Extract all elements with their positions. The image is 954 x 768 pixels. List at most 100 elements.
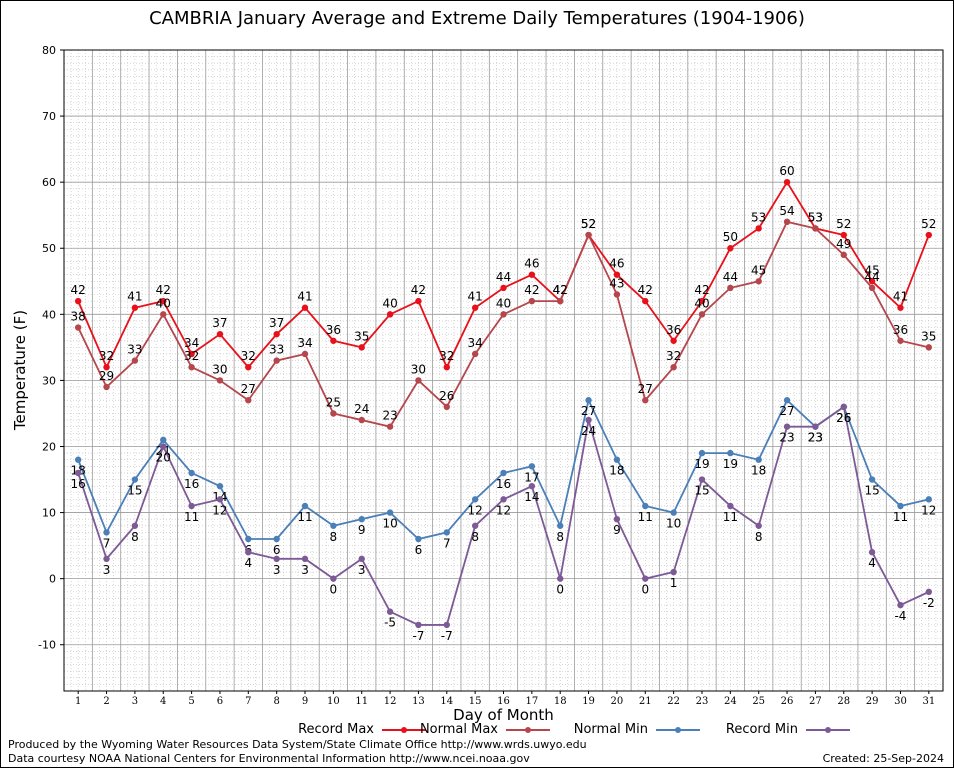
y-tick-label: 60 <box>42 176 56 189</box>
data-label-normal-max: 44 <box>864 270 879 284</box>
data-label-record-max: 37 <box>269 316 284 330</box>
data-label-record-max: 53 <box>808 210 823 224</box>
data-label-record-min: 26 <box>836 411 851 425</box>
footer-created: Created: 25-Sep-2024 <box>822 752 944 765</box>
data-label-record-max: 45 <box>864 263 879 277</box>
y-tick-label: 10 <box>42 507 56 520</box>
data-point-record-max <box>868 278 876 285</box>
data-point-normal-max <box>840 251 847 259</box>
data-label-normal-min: 10 <box>666 517 681 531</box>
data-label-normal-min: 18 <box>751 464 766 478</box>
data-label-normal-min: 11 <box>297 510 312 524</box>
data-label-normal-min: 16 <box>184 477 199 491</box>
data-label-normal-max: 27 <box>638 382 653 396</box>
y-tick-label: 20 <box>42 440 56 453</box>
data-label-record-max: 42 <box>694 283 709 297</box>
data-label-record-min: 23 <box>779 431 794 445</box>
data-label-record-max: 40 <box>382 296 397 310</box>
data-label-normal-max: 49 <box>836 237 851 251</box>
data-label-normal-min: 27 <box>581 404 596 418</box>
data-point-normal-max <box>868 284 876 292</box>
data-label-record-min: 16 <box>71 477 86 491</box>
legend-label-normal-max: Normal Max <box>419 722 498 737</box>
data-label-normal-max: 40 <box>496 296 511 310</box>
data-label-record-max: 41 <box>468 290 483 304</box>
data-point-record-max <box>755 225 762 232</box>
data-label-normal-min: 10 <box>382 517 397 531</box>
x-tick-label: 14 <box>440 696 453 707</box>
x-tick-label: 6 <box>217 696 223 707</box>
data-point-normal-min <box>160 436 167 444</box>
x-tick-label: 16 <box>497 696 510 707</box>
data-point-record-min <box>642 575 649 582</box>
data-label-record-max: 42 <box>156 283 171 297</box>
data-point-normal-min <box>330 522 337 529</box>
data-label-normal-min: 7 <box>103 536 111 550</box>
x-tick-label: 13 <box>412 696 425 707</box>
data-label-normal-max: 35 <box>921 329 936 343</box>
data-label-normal-max: 42 <box>553 283 568 297</box>
data-point-normal-min <box>103 529 110 536</box>
data-label-normal-max: 33 <box>269 343 284 357</box>
data-point-normal-max <box>415 377 422 384</box>
data-point-normal-min <box>74 456 82 463</box>
data-label-record-max: 42 <box>71 283 86 297</box>
data-point-record-max <box>415 297 422 305</box>
data-label-record-min: 11 <box>723 510 738 524</box>
y-ticks: -10 0 10 20 30 40 50 60 70 80 <box>38 44 64 652</box>
data-label-normal-min: 26 <box>836 411 851 425</box>
data-point-record-max <box>74 297 82 305</box>
x-tick-label: 18 <box>554 696 567 707</box>
data-point-normal-min <box>613 456 621 463</box>
data-point-normal-max <box>925 344 933 351</box>
data-point-normal-min <box>273 535 280 543</box>
data-point-normal-min <box>642 502 649 510</box>
data-point-normal-max <box>273 357 280 364</box>
data-point-record-min <box>500 496 507 503</box>
legend-label-record-max: Record Max <box>298 722 374 737</box>
legend-label-record-min: Record Min <box>725 722 798 737</box>
legend-swatch-record-min <box>806 726 850 733</box>
data-point-record-min <box>528 482 536 490</box>
data-label-normal-min: 18 <box>609 464 624 478</box>
legend: Record Max Normal Max Normal Min Record … <box>0 722 954 740</box>
data-label-record-max: 52 <box>581 217 596 231</box>
data-label-normal-min: 17 <box>524 470 539 484</box>
data-point-record-max <box>301 304 309 311</box>
data-label-normal-max: 52 <box>581 217 596 231</box>
data-label-record-min: 4 <box>244 556 252 570</box>
data-point-record-max <box>330 337 337 344</box>
data-label-normal-max: 25 <box>326 395 341 409</box>
data-point-normal-min <box>557 522 564 529</box>
data-point-normal-min <box>131 476 139 483</box>
data-point-record-max <box>103 363 110 371</box>
data-label-normal-max: 23 <box>382 409 397 423</box>
data-point-record-min <box>301 555 309 563</box>
data-label-normal-min: 12 <box>468 503 483 517</box>
data-label-record-min: -7 <box>441 629 453 643</box>
data-point-normal-min <box>670 509 677 516</box>
data-label-record-max: 50 <box>723 230 738 244</box>
data-label-record-min: 12 <box>212 503 227 517</box>
data-label-record-min: 3 <box>358 563 366 577</box>
legend-label-normal-min: Normal Min <box>573 722 648 737</box>
data-label-normal-max: 32 <box>666 349 681 363</box>
data-point-record-min <box>358 555 365 563</box>
data-label-normal-max: 45 <box>751 263 766 277</box>
data-label-normal-max: 43 <box>609 277 624 291</box>
data-label-record-max: 32 <box>439 349 454 363</box>
data-point-record-max <box>160 297 167 305</box>
data-label-record-max: 42 <box>411 283 426 297</box>
data-label-normal-min: 6 <box>415 543 423 557</box>
data-label-normal-max: 34 <box>468 336 483 350</box>
data-point-record-min <box>471 522 479 529</box>
data-label-record-min: -5 <box>384 616 396 630</box>
data-label-normal-max: 27 <box>241 382 256 396</box>
data-point-record-max <box>245 363 252 371</box>
data-label-record-max: 34 <box>184 336 199 350</box>
data-label-record-min: 4 <box>868 556 876 570</box>
x-tick-label: 29 <box>866 696 879 707</box>
data-point-normal-max <box>528 297 536 305</box>
data-point-record-min <box>670 568 677 576</box>
data-label-normal-max: 36 <box>893 323 908 337</box>
